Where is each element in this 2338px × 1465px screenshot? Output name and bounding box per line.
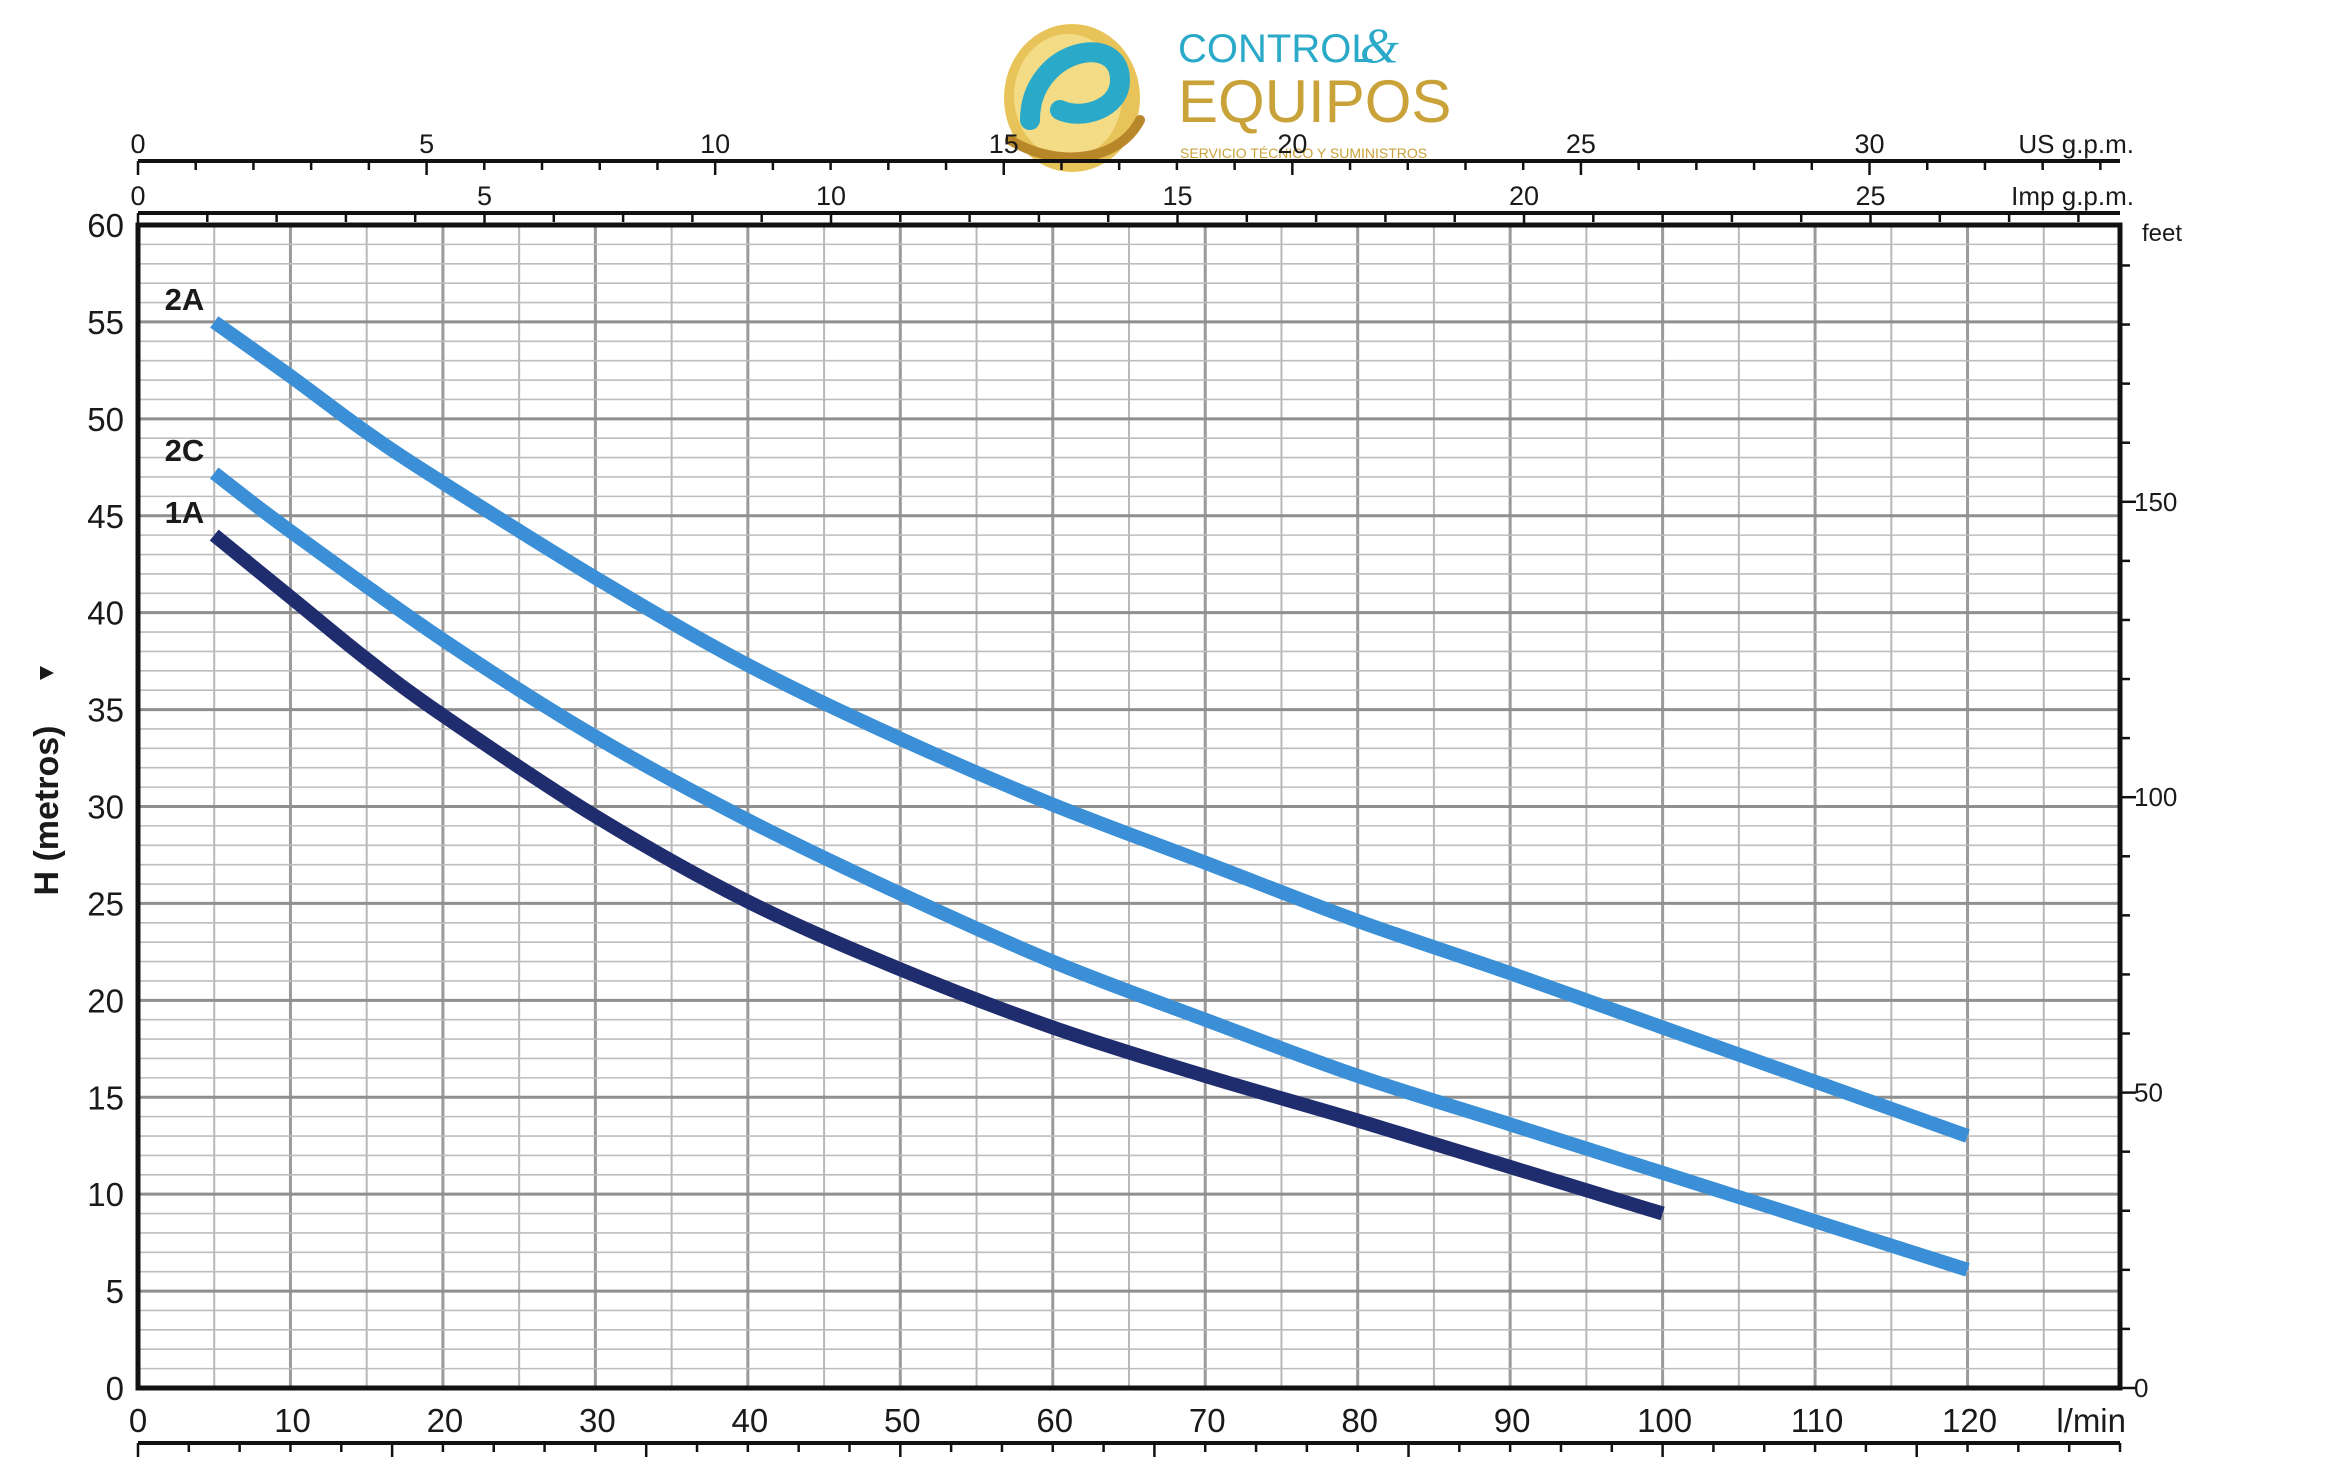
- x-tick-label: 60: [1036, 1402, 1073, 1439]
- us-gpm-tick-label: 20: [1277, 129, 1307, 159]
- us-gpm-tick-label: 15: [989, 129, 1019, 159]
- y-tick-label: 15: [87, 1079, 124, 1116]
- chart-axes: [136, 159, 2136, 1457]
- series-label-1A: 1A: [165, 495, 205, 530]
- m3h-tick-label: 6: [1655, 1461, 1670, 1465]
- y-tick-label: 35: [87, 692, 124, 729]
- us-gpm-tick-label: 0: [130, 129, 145, 159]
- y-tick-label: 50: [87, 401, 124, 438]
- series-label-2C: 2C: [165, 433, 205, 468]
- x-tick-label: 40: [731, 1402, 768, 1439]
- m3h-tick-label: 5: [1401, 1461, 1416, 1465]
- imp-gpm-tick-label: 0: [130, 181, 145, 211]
- y-tick-label: 5: [106, 1273, 124, 1310]
- x-tick-label: 30: [579, 1402, 616, 1439]
- series-line-1A: [209, 529, 1665, 1221]
- m3h-tick-label: 2: [639, 1461, 654, 1465]
- y-axis-arrow-icon: [40, 666, 54, 680]
- y-tick-label: 40: [87, 595, 124, 632]
- chart-series: [209, 316, 1970, 1277]
- x-tick-label: 50: [884, 1402, 921, 1439]
- x-tick-label: 70: [1189, 1402, 1226, 1439]
- feet-tick-label: 100: [2134, 782, 2177, 812]
- chart-grid: [136, 223, 2122, 1390]
- feet-tick-label: 0: [2134, 1373, 2148, 1403]
- feet-tick-label: 150: [2134, 487, 2177, 517]
- imp-gpm-tick-label: 10: [816, 181, 846, 211]
- series-label-2A: 2A: [165, 282, 205, 317]
- m3h-tick-label: 0: [130, 1461, 145, 1465]
- plot-frame: [135, 222, 2123, 1391]
- y-tick-label: 20: [87, 982, 124, 1019]
- logo-word-equipos: EQUIPOS: [1178, 68, 1451, 135]
- y-tick-label: 25: [87, 885, 124, 922]
- us-gpm-tick-label: 5: [419, 129, 434, 159]
- x-tick-label: 90: [1494, 1402, 1531, 1439]
- x-tick-label: 120: [1942, 1402, 1997, 1439]
- x-tick-label: 100: [1637, 1402, 1692, 1439]
- y-tick-label: 55: [87, 304, 124, 341]
- y-axis-title: H (metros): [28, 725, 66, 895]
- series-line-2A: [210, 316, 1970, 1143]
- us-gpm-tick-label: 30: [1854, 129, 1884, 159]
- x-tick-label: 20: [427, 1402, 464, 1439]
- imp-gpm-tick-label: 25: [1855, 181, 1885, 211]
- x-tick-label: 110: [1791, 1402, 1844, 1439]
- x-tick-label: 0: [129, 1402, 147, 1439]
- feet-axis-label: feet: [2142, 220, 2182, 247]
- us-gpm-tick-label: 10: [700, 129, 730, 159]
- series-line-2C: [209, 467, 1970, 1277]
- logo-word-control: CONTROL: [1178, 27, 1374, 71]
- feet-tick-label: 50: [2134, 1078, 2163, 1108]
- m3h-tick-label: 4: [1147, 1461, 1162, 1465]
- m3h-axis-label: m³/h: [2082, 1461, 2134, 1465]
- imp-gpm-tick-label: 15: [1162, 181, 1192, 211]
- imp-gpm-tick-label: 20: [1509, 181, 1539, 211]
- y-tick-label: 45: [87, 498, 124, 535]
- x-tick-label: 80: [1341, 1402, 1378, 1439]
- y-tick-label: 10: [87, 1176, 124, 1213]
- logo-ampersand: &: [1360, 17, 1399, 73]
- company-logo: CONTROL & EQUIPOS SERVICIO TÉCNICO Y SUM…: [1004, 17, 1451, 172]
- us-gpm-axis-label: US g.p.m.: [2018, 129, 2134, 159]
- logo-emblem-icon: [1004, 24, 1145, 172]
- y-tick-label: 0: [106, 1370, 124, 1407]
- m3h-tick-label: 7: [1909, 1461, 1924, 1465]
- m3h-tick-label: 3: [893, 1461, 908, 1465]
- y-tick-label: 60: [87, 207, 124, 244]
- y-tick-label: 30: [87, 789, 124, 826]
- us-gpm-tick-label: 25: [1566, 129, 1596, 159]
- x-tick-label: 10: [274, 1402, 311, 1439]
- imp-gpm-axis-label: Imp g.p.m.: [2011, 181, 2134, 211]
- imp-gpm-tick-label: 5: [477, 181, 492, 211]
- x-axis-label: l/min: [2056, 1402, 2126, 1439]
- m3h-tick-label: 1: [385, 1461, 400, 1465]
- logo-tagline: SERVICIO TÉCNICO Y SUMINISTROS: [1180, 145, 1427, 161]
